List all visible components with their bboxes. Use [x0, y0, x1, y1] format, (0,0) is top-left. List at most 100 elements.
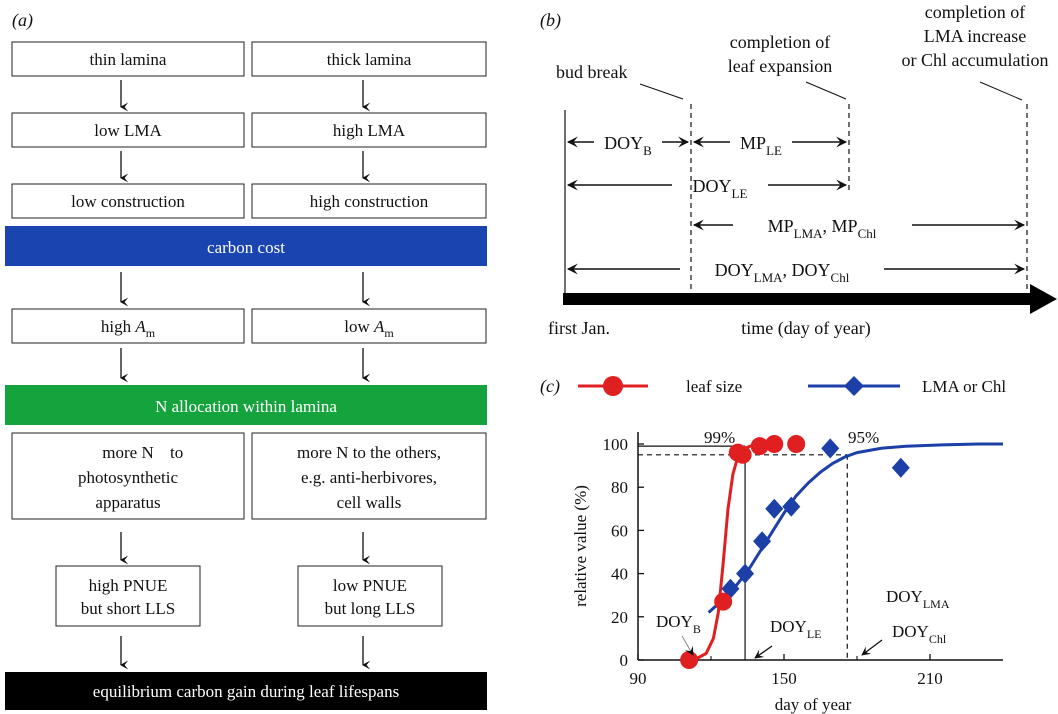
box-low-construction [11, 183, 245, 219]
thin-lamina-text: thin lamina [90, 50, 167, 69]
data-point-lma-chl [736, 563, 755, 584]
box-high-am [11, 308, 245, 344]
first-jan-text: first Jan. [548, 318, 610, 338]
more-n-left-line1: more N [102, 443, 153, 462]
mp-lma-chl-label: MPLMA, MPChl [768, 216, 877, 241]
low-construction-text: low construction [71, 192, 185, 211]
y-tick-label: 80 [611, 478, 628, 497]
y-axis-label: relative value (%) [571, 485, 590, 607]
x-tick-label: 210 [917, 669, 943, 688]
panel-c-label: (c) [540, 376, 560, 397]
fit-curve-leaf-size [693, 442, 775, 662]
leader-line [805, 81, 847, 100]
n-allocation-bar [5, 385, 487, 425]
legend-label-leaf-size: leaf size [686, 377, 742, 396]
lma-increase-line2: LMA increase [924, 26, 1026, 46]
more-n-right-line2: e.g. anti-herbivores, [301, 468, 437, 487]
legend-marker-leaf-size [603, 376, 623, 396]
high-construction-text: high construction [310, 192, 429, 211]
y-tick-label: 60 [611, 521, 628, 540]
short-lls-text: but short LLS [81, 599, 175, 618]
doyle-pointer [754, 645, 773, 659]
data-point-lma-chl [753, 531, 772, 552]
x-axis-label: day of year [775, 695, 852, 714]
data-point-lma-chl [765, 498, 784, 519]
panel-b-label: (b) [540, 10, 561, 31]
y-tick-label: 20 [611, 608, 628, 627]
box-thin-lamina [11, 41, 245, 77]
interval-arrows [566, 136, 1026, 275]
doyb-label: DOYB [604, 133, 652, 158]
leaf-expansion-line1: completion of [730, 32, 830, 52]
mple-label: MPLE [740, 133, 782, 158]
pct-99-label: 99% [704, 428, 735, 447]
bud-break-text: bud break [556, 62, 627, 82]
time-axis-arrowhead [1030, 284, 1057, 314]
box-thick-lamina [251, 41, 487, 77]
legend-marker-lma [844, 376, 864, 396]
flow-arrows [120, 80, 371, 670]
y-tick-label: 0 [620, 651, 629, 670]
leader-line [639, 83, 684, 100]
more-n-right-line3: cell walls [337, 493, 402, 512]
equilibrium-bar [5, 672, 487, 710]
doylma-annotation: DOYLMA [886, 587, 950, 611]
more-n-left-line3: apparatus [95, 493, 160, 512]
lma-increase-line1: completion of [925, 2, 1025, 22]
lma-increase-line3: or Chl accumulation [902, 50, 1049, 70]
high-pnue-text: high PNUE [89, 576, 168, 595]
data-point-leaf-size [765, 435, 784, 453]
more-n-left-line2: photosynthetic [78, 468, 179, 487]
chart-legend: leaf size LMA or Chl [578, 376, 1006, 396]
thick-lamina-text: thick lamina [327, 50, 412, 69]
doyle-annotation: DOYLE [770, 617, 822, 641]
carbon-cost-bar [5, 226, 487, 266]
box-high-construction [251, 183, 487, 219]
doyb-annotation: DOYB [656, 612, 701, 636]
n-allocation-text: N allocation within lamina [155, 397, 337, 416]
x-tick-label: 150 [771, 669, 797, 688]
data-point-leaf-size [714, 592, 733, 611]
doylma-pointer [861, 639, 883, 656]
high-lma-text: high LMA [333, 121, 406, 140]
data-point-lma-chl [782, 496, 801, 517]
data-point-leaf-size [750, 437, 769, 456]
panel-c: (c) leaf size LMA or Chl 0 20 40 60 80 100 90 1… [540, 376, 1006, 714]
doychl-annotation: DOYChl [892, 622, 947, 646]
panel-a: (a) thin lamina low LMA low construction… [5, 10, 487, 710]
carbon-cost-text: carbon cost [207, 238, 285, 257]
axis-ticks: 0 20 40 60 80 100 90 150 210 [603, 435, 943, 688]
box-low-pnue [297, 565, 443, 627]
box-high-pnue [55, 565, 201, 627]
data-point-leaf-size [680, 651, 699, 669]
leaf-expansion-line2: leaf expansion [728, 56, 832, 76]
low-pnue-text: low PNUE [333, 576, 407, 595]
y-tick-label: 40 [611, 565, 628, 584]
legend-label-lma: LMA or Chl [922, 377, 1006, 396]
fit-curve-lma-chl [707, 442, 1003, 614]
data-point-lma-chl [891, 457, 910, 478]
doy-lma-chl-label: DOYLMA, DOYChl [715, 260, 850, 285]
data-point-leaf-size [787, 435, 806, 453]
chart-series [680, 435, 1003, 669]
panel-b: (b) bud break completion of leaf expansi… [540, 2, 1057, 339]
data-point-leaf-size [733, 445, 752, 464]
time-axis-label: time (day of year) [741, 318, 870, 339]
data-point-lma-chl [821, 438, 840, 459]
long-lls-text: but long LLS [325, 599, 416, 618]
time-axis [563, 293, 1035, 305]
y-tick-label: 100 [603, 435, 629, 454]
box-high-lma [251, 112, 487, 148]
panel-a-label: (a) [12, 10, 33, 31]
low-lma-text: low LMA [94, 121, 162, 140]
x-tick-label: 90 [630, 669, 647, 688]
box-low-lma [11, 112, 245, 148]
doyb-pointer [681, 635, 694, 656]
equilibrium-text: equilibrium carbon gain during leaf life… [93, 682, 399, 701]
box-more-n-photosynthetic [11, 432, 245, 520]
more-n-left-to: to [170, 443, 183, 462]
leader-line [979, 81, 1023, 101]
pct-95-label: 95% [848, 428, 879, 447]
box-low-am [251, 308, 487, 344]
